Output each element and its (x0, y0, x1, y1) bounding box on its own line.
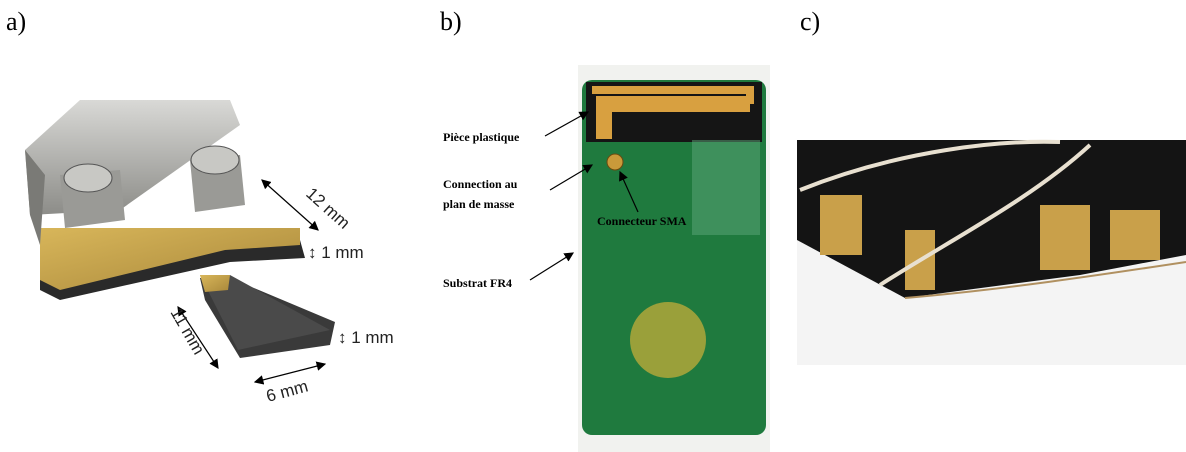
dim-label: ↕ 1 mm (308, 243, 364, 262)
arrow (549, 164, 594, 191)
panel-label: b) (440, 7, 462, 36)
annotation: Substrat FR4 (443, 276, 512, 290)
dim-label: 6 mm (264, 377, 310, 406)
annotation: Connecteur SMA (597, 214, 687, 228)
antenna-photo (578, 65, 770, 452)
connector-photo (25, 100, 335, 358)
panel-label: a) (6, 7, 26, 36)
dim-arrow (261, 179, 319, 231)
dim-label: 11 mm (167, 305, 209, 358)
annotation: Connection au (443, 177, 518, 191)
arrow (544, 111, 590, 137)
dim-label: ↕ 1 mm (338, 328, 394, 347)
array-photo (797, 139, 1186, 365)
annotation: Pièce plastique (443, 130, 520, 144)
dim-arrow (177, 305, 219, 370)
annotation: plan de masse (443, 197, 515, 211)
arrow (619, 170, 639, 213)
dim-arrow (253, 361, 327, 385)
panel-label: c) (800, 7, 820, 36)
arrow (529, 252, 575, 281)
dim-label: 12 mm (302, 184, 353, 233)
